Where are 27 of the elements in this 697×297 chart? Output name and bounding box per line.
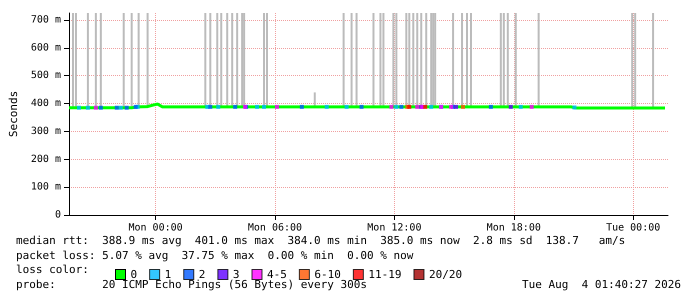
x-tick-label: Mon 06:00 (248, 222, 302, 234)
x-tick-label: Mon 18:00 (486, 222, 541, 234)
legend-label: 1 (164, 268, 172, 281)
text: median rtt: 388.9 ms avg 401.0 ms max 384.0 ms min 385.0 ms now 2.8 ms sd 138.7 am/s (16, 234, 626, 247)
y-axis-title: Seconds (7, 90, 20, 138)
legend-label: 2 (198, 268, 206, 281)
legend-label: 3 (232, 268, 240, 281)
x-tick-label: Mon 12:00 (367, 222, 422, 234)
y-tick-label: 700 m (30, 14, 61, 26)
y-tick-label: 300 m (30, 126, 61, 137)
x-tick-label: Tue 00:00 (606, 222, 660, 234)
text: Tue Aug 4 01:40:27 2026 (522, 278, 682, 291)
x-tick-label: Mon 00:00 (128, 222, 183, 234)
y-tick-label: 500 m (30, 70, 61, 82)
text: packet loss: 5.07 % avg 37.75 % max 0.00 % min 0.00 % now (16, 249, 414, 262)
text: probe: 20 ICMP Echo Pings (56 Bytes) every 300s (16, 278, 367, 291)
y-tick-label: 0 (54, 210, 61, 220)
y-tick-label: 600 m (30, 42, 61, 54)
legend-label: 11-19 (368, 268, 402, 281)
legend-label: 0 (130, 268, 138, 281)
legend-label: 6-10 (314, 268, 341, 281)
legend-label: 20/20 (428, 268, 462, 281)
legend-title: loss color: (16, 263, 89, 276)
y-tick-label: 100 m (30, 182, 61, 193)
y-tick-label: 200 m (30, 154, 61, 165)
y-tick-label: 400 m (30, 98, 61, 110)
legend-label: 4-5 (266, 268, 287, 281)
